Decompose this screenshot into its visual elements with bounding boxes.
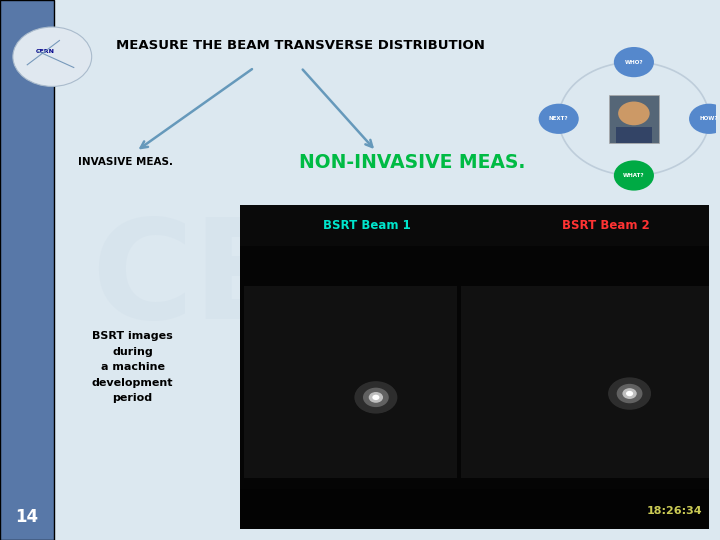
Circle shape [618, 102, 649, 125]
Circle shape [608, 377, 651, 410]
FancyBboxPatch shape [240, 205, 709, 246]
Text: BSRT Beam 1: BSRT Beam 1 [323, 219, 410, 232]
Circle shape [369, 392, 383, 403]
Text: MEASURE THE BEAM TRANSVERSE DISTRIBUTION: MEASURE THE BEAM TRANSVERSE DISTRIBUTION [117, 39, 485, 52]
Text: CERN: CERN [91, 213, 510, 348]
Circle shape [617, 384, 642, 403]
Text: NON-INVASIVE MEAS.: NON-INVASIVE MEAS. [299, 152, 525, 172]
Text: NEXT?: NEXT? [549, 116, 569, 122]
Text: BSRT images
during
a machine
development
period: BSRT images during a machine development… [91, 331, 174, 403]
Circle shape [622, 388, 636, 399]
Text: WHO?: WHO? [624, 59, 643, 65]
FancyBboxPatch shape [243, 286, 457, 478]
FancyBboxPatch shape [461, 286, 709, 478]
Circle shape [13, 27, 91, 86]
Text: 18:26:34: 18:26:34 [647, 506, 702, 516]
Circle shape [539, 104, 579, 134]
FancyBboxPatch shape [609, 94, 659, 143]
Text: 14: 14 [15, 509, 38, 526]
Text: CERN: CERN [35, 49, 55, 54]
Circle shape [614, 47, 654, 77]
Circle shape [372, 395, 379, 400]
FancyBboxPatch shape [616, 127, 652, 143]
FancyBboxPatch shape [240, 205, 709, 529]
Text: INVASIVE MEAS.: INVASIVE MEAS. [78, 157, 173, 167]
Circle shape [689, 104, 720, 134]
FancyBboxPatch shape [240, 489, 709, 529]
Text: HOW?: HOW? [700, 116, 719, 122]
FancyBboxPatch shape [0, 0, 54, 540]
Circle shape [614, 160, 654, 191]
Circle shape [626, 391, 633, 396]
Circle shape [354, 381, 397, 414]
Text: WHAT?: WHAT? [623, 173, 644, 178]
Text: BSRT Beam 2: BSRT Beam 2 [562, 219, 649, 232]
Circle shape [363, 388, 389, 407]
